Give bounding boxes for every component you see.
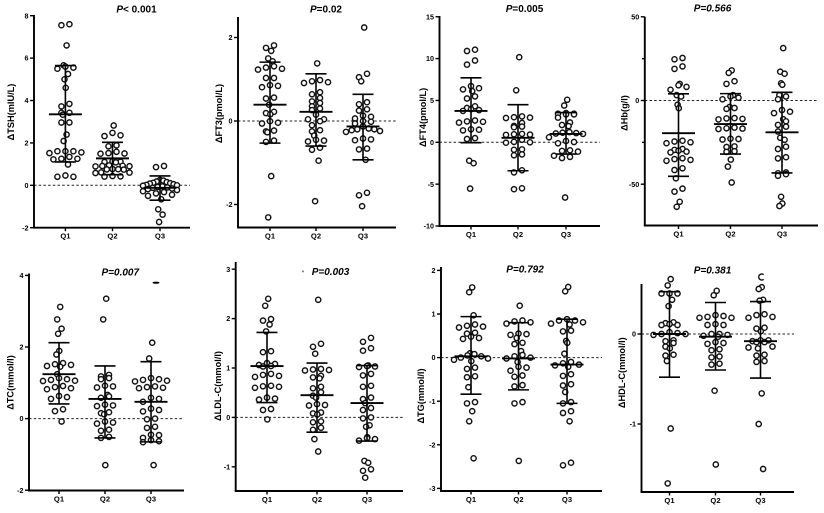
- svg-text:ΔLDL-C(mmol/l): ΔLDL-C(mmol/l): [213, 351, 223, 421]
- svg-text:50: 50: [631, 12, 639, 21]
- svg-text:Q3: Q3: [155, 232, 165, 241]
- svg-text:Q2: Q2: [710, 496, 720, 505]
- svg-text:0: 0: [229, 117, 233, 126]
- svg-text:6: 6: [25, 54, 29, 63]
- svg-text:Q1: Q1: [673, 229, 684, 238]
- svg-text:Q2: Q2: [725, 229, 735, 238]
- svg-text:0: 0: [432, 353, 436, 362]
- svg-text:ΔHb(g/l): ΔHb(g/l): [619, 95, 629, 131]
- svg-text:P=0.02: P=0.02: [310, 5, 342, 16]
- svg-text:4: 4: [20, 271, 24, 280]
- svg-text:Q3: Q3: [777, 229, 787, 238]
- svg-text:-2: -2: [17, 486, 23, 495]
- svg-text:-50: -50: [629, 180, 639, 189]
- svg-text:P=0.005: P=0.005: [506, 4, 544, 15]
- svg-text:1: 1: [432, 310, 436, 319]
- svg-text:-1: -1: [630, 420, 636, 429]
- svg-text:0: 0: [430, 138, 434, 147]
- svg-text:0: 0: [20, 414, 24, 423]
- svg-text:0: 0: [632, 330, 636, 339]
- svg-text:-5: -5: [428, 180, 434, 189]
- svg-text:2: 2: [229, 33, 233, 42]
- svg-text:Q3: Q3: [561, 230, 571, 239]
- svg-text:ΔFT4(pmol/L): ΔFT4(pmol/L): [418, 88, 428, 147]
- svg-text:Q1: Q1: [664, 496, 675, 505]
- svg-text:5: 5: [430, 96, 434, 105]
- svg-text:4: 4: [25, 96, 29, 105]
- svg-text:1: 1: [226, 364, 230, 373]
- svg-text:P=0.381: P=0.381: [694, 266, 732, 277]
- svg-text:3: 3: [226, 265, 230, 274]
- svg-text:Q1: Q1: [262, 495, 273, 504]
- svg-text:Q3: Q3: [358, 231, 368, 240]
- svg-text:P=0.566: P=0.566: [694, 4, 732, 15]
- svg-text:Q2: Q2: [311, 231, 321, 240]
- svg-text:Q2: Q2: [312, 495, 322, 504]
- svg-text:ΔTG(mmol/l): ΔTG(mmol/l): [416, 368, 426, 423]
- svg-text:-2: -2: [22, 223, 28, 232]
- svg-text:0: 0: [226, 413, 230, 422]
- svg-text:P=0.003: P=0.003: [312, 267, 350, 278]
- svg-text:15: 15: [426, 12, 434, 21]
- svg-text:P< 0.001: P< 0.001: [116, 5, 157, 16]
- svg-text:2: 2: [20, 343, 24, 352]
- svg-text:8: 8: [25, 11, 29, 20]
- svg-text:-2: -2: [429, 440, 435, 449]
- svg-text:-3: -3: [429, 484, 435, 493]
- svg-text:2: 2: [226, 314, 230, 323]
- svg-text:0: 0: [635, 96, 639, 105]
- svg-text:ΔTSH(mIU/L): ΔTSH(mIU/L): [6, 84, 16, 141]
- svg-text:Q2: Q2: [100, 494, 110, 503]
- svg-text:0: 0: [25, 181, 29, 190]
- svg-text:-10: -10: [424, 222, 434, 231]
- svg-text:Q1: Q1: [60, 232, 71, 241]
- svg-text:ΔHDL-C(mmol/l): ΔHDL-C(mmol/l): [617, 337, 627, 408]
- svg-text:10: 10: [426, 54, 434, 63]
- svg-text:Q1: Q1: [54, 494, 65, 503]
- svg-text:P=0.792: P=0.792: [506, 265, 544, 276]
- svg-text:Q1: Q1: [265, 231, 276, 240]
- svg-text:Q3: Q3: [362, 495, 372, 504]
- svg-text:-2: -2: [226, 200, 232, 209]
- svg-text:Q2: Q2: [107, 232, 117, 241]
- svg-text:-1: -1: [224, 462, 230, 471]
- svg-text:P=0.007: P=0.007: [102, 267, 140, 278]
- svg-text:Q2: Q2: [513, 230, 523, 239]
- svg-text:Q3: Q3: [146, 494, 156, 503]
- svg-text:Q1: Q1: [466, 495, 477, 504]
- svg-text:ΔTC(mmol/l): ΔTC(mmol/l): [5, 355, 15, 410]
- svg-text:2: 2: [432, 266, 436, 275]
- svg-text:2: 2: [25, 139, 29, 148]
- svg-text:Q2: Q2: [513, 495, 523, 504]
- svg-text:-1: -1: [429, 397, 435, 406]
- svg-text:ΔFT3(pmol/L): ΔFT3(pmol/L): [214, 84, 224, 143]
- svg-text:Q3: Q3: [562, 495, 572, 504]
- svg-text:Q1: Q1: [466, 230, 477, 239]
- svg-text:Q3: Q3: [755, 496, 765, 505]
